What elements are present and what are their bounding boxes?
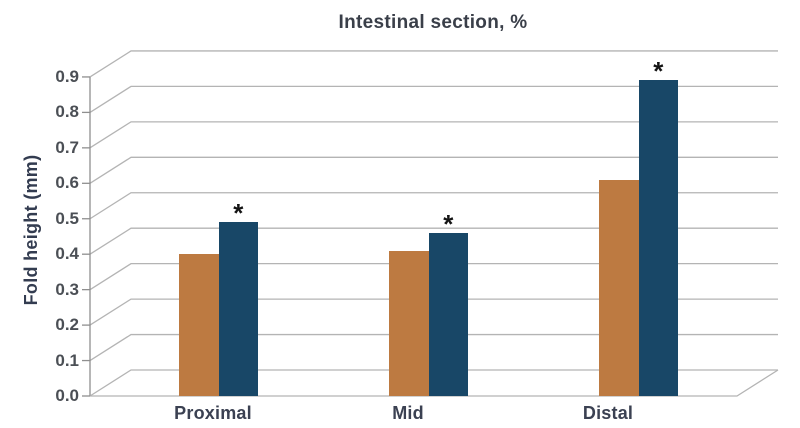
grid-line: [89, 298, 778, 326]
grid-line: [89, 156, 778, 184]
y-tick-label: 0.5: [55, 208, 79, 228]
x-axis-floor-line: [90, 369, 779, 397]
bar-distal-series-orange: [599, 179, 639, 396]
bar-mid-series-orange: [389, 250, 429, 396]
significance-asterisk: *: [443, 208, 454, 239]
grid-line: [89, 85, 778, 113]
grid-line: [89, 192, 778, 220]
chart-title: Intestinal section, %: [338, 12, 528, 33]
grid-line: [89, 369, 778, 397]
significance-asterisk: *: [653, 56, 664, 87]
grid-line: [89, 263, 778, 291]
grid-line: [89, 227, 778, 255]
y-tick-label: 0.1: [55, 350, 79, 370]
bar-proximal-series-orange: [179, 254, 219, 396]
bar-proximal-series-dark-blue: [218, 222, 258, 396]
y-tick-label: 0.4: [55, 244, 79, 264]
grid-line: [89, 50, 778, 78]
y-tick-label: 0.3: [55, 279, 79, 299]
significance-asterisk: *: [233, 198, 244, 229]
x-category-label-proximal: Proximal: [174, 403, 252, 423]
y-tick-label: 0.8: [55, 102, 79, 122]
y-tick-label: 0.0: [55, 386, 79, 405]
y-tick-label: 0.6: [55, 173, 79, 193]
grid-line: [89, 121, 778, 149]
y-tick-label: 0.9: [55, 66, 79, 86]
bar-mid-series-dark-blue: [428, 232, 468, 396]
x-category-label-distal: Distal: [582, 403, 634, 423]
bar-distal-series-dark-blue: [638, 80, 678, 396]
y-tick-label: 0.2: [55, 315, 79, 335]
x-category-label-mid: Mid: [392, 403, 424, 423]
grid-line: [89, 333, 778, 362]
y-tick-label: 0.7: [55, 137, 79, 157]
